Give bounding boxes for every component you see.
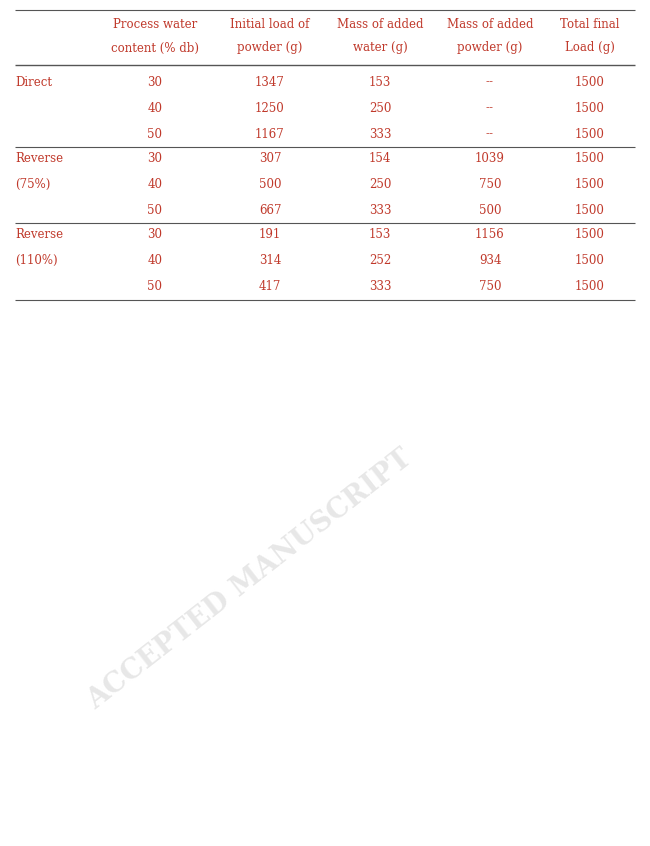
Text: (75%): (75%) bbox=[15, 178, 51, 190]
Text: powder (g): powder (g) bbox=[458, 41, 523, 54]
Text: Direct: Direct bbox=[15, 75, 52, 89]
Text: 50: 50 bbox=[148, 204, 162, 217]
Text: 1500: 1500 bbox=[575, 102, 605, 114]
Text: 1500: 1500 bbox=[575, 75, 605, 89]
Text: 333: 333 bbox=[369, 204, 391, 217]
Text: 30: 30 bbox=[148, 75, 162, 89]
Text: 30: 30 bbox=[148, 151, 162, 164]
Text: 314: 314 bbox=[259, 254, 281, 266]
Text: 40: 40 bbox=[148, 254, 162, 266]
Text: ACCEPTED MANUSCRIPT: ACCEPTED MANUSCRIPT bbox=[83, 445, 417, 715]
Text: Reverse: Reverse bbox=[15, 151, 63, 164]
Text: 1500: 1500 bbox=[575, 151, 605, 164]
Text: 667: 667 bbox=[259, 204, 281, 217]
Text: Process water: Process water bbox=[113, 18, 197, 30]
Text: 307: 307 bbox=[259, 151, 281, 164]
Text: 417: 417 bbox=[259, 279, 281, 293]
Text: 40: 40 bbox=[148, 178, 162, 190]
Text: Mass of added: Mass of added bbox=[447, 18, 533, 30]
Text: 1500: 1500 bbox=[575, 204, 605, 217]
Text: water (g): water (g) bbox=[352, 41, 408, 54]
Text: --: -- bbox=[486, 128, 494, 140]
Text: 191: 191 bbox=[259, 228, 281, 240]
Text: Mass of added: Mass of added bbox=[337, 18, 423, 30]
Text: 153: 153 bbox=[369, 75, 391, 89]
Text: 750: 750 bbox=[479, 178, 501, 190]
Text: Load (g): Load (g) bbox=[565, 41, 615, 54]
Text: 154: 154 bbox=[369, 151, 391, 164]
Text: 153: 153 bbox=[369, 228, 391, 240]
Text: 1500: 1500 bbox=[575, 128, 605, 140]
Text: 1500: 1500 bbox=[575, 279, 605, 293]
Text: 1500: 1500 bbox=[575, 254, 605, 266]
Text: 50: 50 bbox=[148, 279, 162, 293]
Text: 50: 50 bbox=[148, 128, 162, 140]
Text: 1500: 1500 bbox=[575, 178, 605, 190]
Text: 40: 40 bbox=[148, 102, 162, 114]
Text: 333: 333 bbox=[369, 279, 391, 293]
Text: 1250: 1250 bbox=[255, 102, 285, 114]
Text: --: -- bbox=[486, 75, 494, 89]
Text: powder (g): powder (g) bbox=[237, 41, 303, 54]
Text: (110%): (110%) bbox=[15, 254, 58, 266]
Text: --: -- bbox=[486, 102, 494, 114]
Text: Total final: Total final bbox=[560, 18, 619, 30]
Text: 500: 500 bbox=[479, 204, 501, 217]
Text: 333: 333 bbox=[369, 128, 391, 140]
Text: 500: 500 bbox=[259, 178, 281, 190]
Text: 30: 30 bbox=[148, 228, 162, 240]
Text: 934: 934 bbox=[479, 254, 501, 266]
Text: 1500: 1500 bbox=[575, 228, 605, 240]
Text: 252: 252 bbox=[369, 254, 391, 266]
Text: 1347: 1347 bbox=[255, 75, 285, 89]
Text: content (% db): content (% db) bbox=[111, 41, 199, 54]
Text: Initial load of: Initial load of bbox=[230, 18, 309, 30]
Text: 1167: 1167 bbox=[255, 128, 285, 140]
Text: 1039: 1039 bbox=[475, 151, 505, 164]
Text: Reverse: Reverse bbox=[15, 228, 63, 240]
Text: 1156: 1156 bbox=[475, 228, 505, 240]
Text: 250: 250 bbox=[369, 178, 391, 190]
Text: 750: 750 bbox=[479, 279, 501, 293]
Text: 250: 250 bbox=[369, 102, 391, 114]
